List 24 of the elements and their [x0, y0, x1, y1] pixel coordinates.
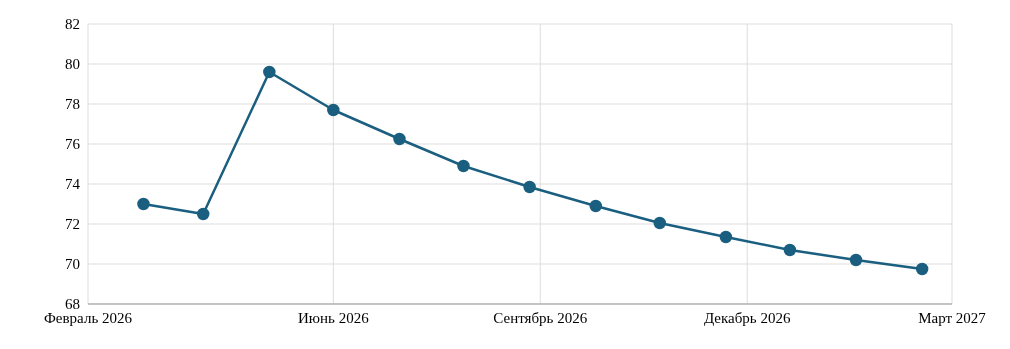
x-tick-label: Март 2027 [918, 309, 987, 326]
x-tick-label: Декабрь 2026 [703, 309, 791, 326]
x-tick-label: Июнь 2026 [298, 309, 370, 326]
point [849, 253, 863, 267]
point [783, 243, 797, 257]
y-tick-label: 70 [65, 256, 80, 273]
point [589, 199, 602, 213]
y-tick-label: 72 [65, 216, 80, 233]
point [915, 262, 929, 276]
point [393, 132, 406, 146]
y-tick-label: 76 [65, 136, 81, 153]
point [523, 180, 536, 194]
point [719, 230, 733, 244]
y-tick-label: 78 [65, 96, 80, 113]
point [263, 65, 276, 79]
point [457, 159, 470, 173]
point [327, 103, 340, 117]
point [653, 216, 666, 230]
point [196, 207, 210, 221]
x-tick-label: Сентябрь 2026 [493, 309, 588, 326]
y-tick-label: 74 [65, 176, 81, 193]
point [137, 197, 150, 211]
y-tick-label: 80 [65, 56, 80, 73]
y-tick-label: 82 [65, 16, 80, 33]
